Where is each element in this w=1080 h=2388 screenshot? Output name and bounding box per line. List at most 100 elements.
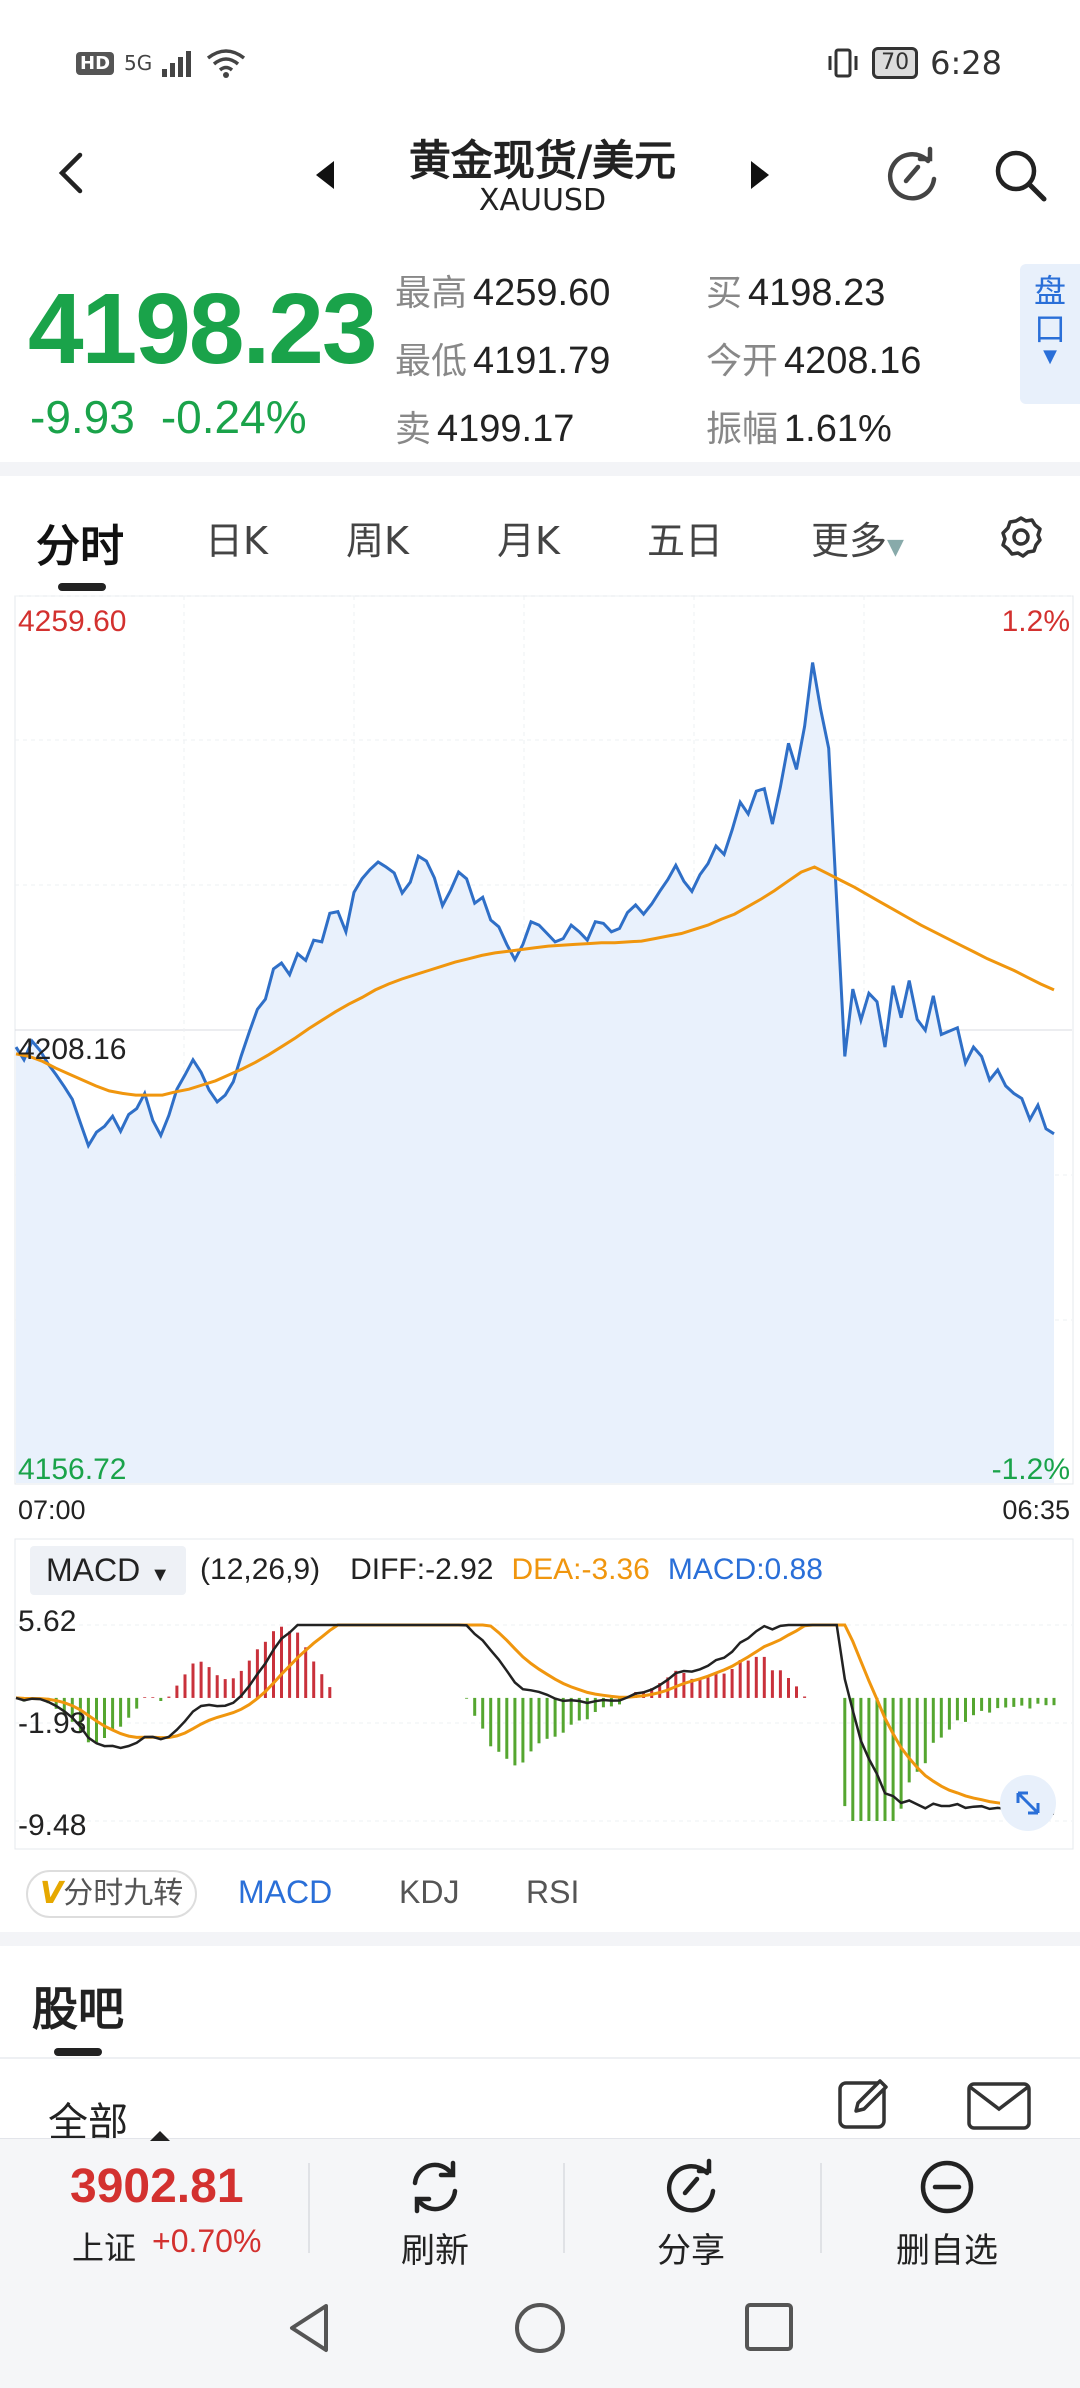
nav-recents-icon[interactable] — [742, 2300, 798, 2356]
macd-bar — [722, 1673, 726, 1698]
macd-bar — [996, 1697, 1000, 1709]
tab-weekly-k[interactable]: 周K — [346, 519, 409, 563]
macd-bar — [569, 1697, 573, 1725]
macd-bar — [754, 1656, 758, 1698]
guba-section: 股吧 全部 — [0, 1945, 1080, 2146]
macd-chart-frame — [14, 1538, 1074, 1850]
chevron-down-icon: ▼ — [150, 1563, 171, 1586]
price-area-fill — [16, 662, 1054, 1483]
tab-kdj[interactable]: KDJ — [399, 1874, 460, 1910]
battery-icon: 70 — [872, 47, 919, 79]
divider — [0, 1932, 1080, 1946]
jiuzhuan-button[interactable]: V分时九转 — [26, 1870, 198, 1918]
macd-bar — [907, 1697, 911, 1783]
macd-bar — [690, 1678, 694, 1698]
divider — [820, 2163, 822, 2253]
tab-more[interactable]: 更多▼ — [811, 510, 904, 565]
tab-rsi[interactable]: RSI — [526, 1874, 580, 1910]
intraday-chart[interactable] — [14, 595, 1074, 1855]
macd-bar — [899, 1697, 903, 1809]
change-value: -9.93 — [30, 391, 135, 443]
back-icon[interactable] — [52, 143, 92, 203]
macd-bar — [923, 1697, 927, 1764]
average-line — [15, 865, 1055, 1097]
index-name: 上证 — [72, 2229, 137, 2267]
refresh-icon — [412, 2160, 458, 2214]
refresh-button[interactable]: 刷新 — [360, 2157, 510, 2272]
macd-y-max: 5.62 — [18, 1605, 77, 1638]
pankou-button[interactable]: 盘口 ▼ — [1020, 264, 1080, 404]
tab-five-day[interactable]: 五日 — [647, 519, 724, 563]
macd-bar — [159, 1697, 163, 1701]
macd-value: MACD:0.88 — [667, 1553, 823, 1586]
macd-bar — [231, 1678, 235, 1698]
system-nav-bar — [0, 2268, 1080, 2388]
search-icon[interactable] — [990, 145, 1050, 205]
tab-daily-k[interactable]: 日K — [205, 519, 268, 563]
macd-bar — [577, 1697, 581, 1721]
macd-bar — [473, 1697, 477, 1716]
indicator-select-label: MACD — [46, 1551, 141, 1588]
macd-bar — [312, 1661, 316, 1698]
macd-bar — [706, 1677, 710, 1698]
tab-macd[interactable]: MACD — [238, 1874, 333, 1910]
amp-cell: 振幅 1.61% — [706, 400, 892, 452]
symbol-code: XAUUSD — [478, 183, 607, 218]
guba-title[interactable]: 股吧 — [32, 1982, 124, 2036]
nav-back-icon[interactable] — [284, 2298, 334, 2358]
gear-icon[interactable] — [996, 512, 1046, 562]
status-bar: HD 5G 70 6:28 — [0, 0, 1080, 125]
open-value: 4208.16 — [784, 340, 922, 382]
chart-area[interactable]: 4259.60 1.2% 4208.16 4156.72 -1.2% 07:00… — [14, 595, 1074, 1855]
macd-bar — [795, 1686, 798, 1698]
x-end-label: 06:35 — [1002, 1495, 1070, 1525]
macd-bar — [609, 1697, 613, 1707]
sell-cell: 卖 4199.17 — [395, 400, 574, 452]
macd-params: (12,26,9) — [200, 1553, 321, 1586]
macd-bar — [175, 1685, 179, 1698]
macd-bar — [78, 1697, 82, 1732]
macd-bar — [62, 1697, 66, 1716]
macd-bar — [191, 1663, 195, 1698]
macd-bar — [1036, 1697, 1040, 1704]
wifi-icon — [207, 49, 246, 78]
mail-icon[interactable] — [966, 2081, 1032, 2131]
refresh-icon[interactable] — [882, 145, 942, 205]
macd-bar — [521, 1697, 525, 1763]
chart-tabs: 分时 日K 周K 月K 五日 更多▼ — [0, 480, 1080, 591]
macd-bar — [762, 1656, 766, 1698]
tab-intraday[interactable]: 分时 — [36, 521, 124, 572]
hd-icon: HD — [76, 51, 115, 75]
expand-icon — [1016, 1791, 1040, 1815]
indicator-select[interactable]: MACD ▼ — [30, 1545, 187, 1595]
low-value: 4191.79 — [473, 340, 611, 382]
high-value: 4259.60 — [473, 272, 611, 314]
network-type: 5G — [124, 51, 153, 75]
header: 黄金现货/美元 XAUUSD — [0, 125, 1080, 240]
macd-bar — [263, 1641, 267, 1698]
macd-bar — [658, 1683, 662, 1698]
edit-icon[interactable] — [836, 2075, 892, 2131]
prev-symbol-icon[interactable] — [310, 155, 340, 195]
macd-bar — [1052, 1697, 1056, 1706]
refresh-label: 刷新 — [401, 2231, 469, 2271]
macd-y-mid: -1.93 — [18, 1707, 87, 1740]
macd-bar — [151, 1697, 155, 1698]
macd-bar — [111, 1697, 115, 1730]
share-button[interactable]: 分享 — [616, 2157, 766, 2272]
remove-watchlist-button[interactable]: 删自选 — [872, 2157, 1022, 2272]
macd-bar — [787, 1678, 790, 1698]
macd-bar — [320, 1674, 324, 1698]
macd-bar — [698, 1679, 702, 1698]
page-title: 黄金现货/美元 — [408, 136, 677, 185]
x-start-label: 07:00 — [18, 1495, 86, 1525]
change-percent: -0.24% — [160, 391, 307, 443]
low-label: 最低 — [395, 341, 468, 382]
next-symbol-icon[interactable] — [745, 155, 775, 195]
last-price: 4198.23 — [28, 273, 377, 385]
tab-monthly-k[interactable]: 月K — [497, 519, 560, 563]
nav-home-icon[interactable] — [510, 2298, 570, 2358]
index-value: 3902.81 — [70, 2160, 244, 2213]
macd-bar — [553, 1697, 557, 1737]
macd-bar — [239, 1670, 243, 1698]
